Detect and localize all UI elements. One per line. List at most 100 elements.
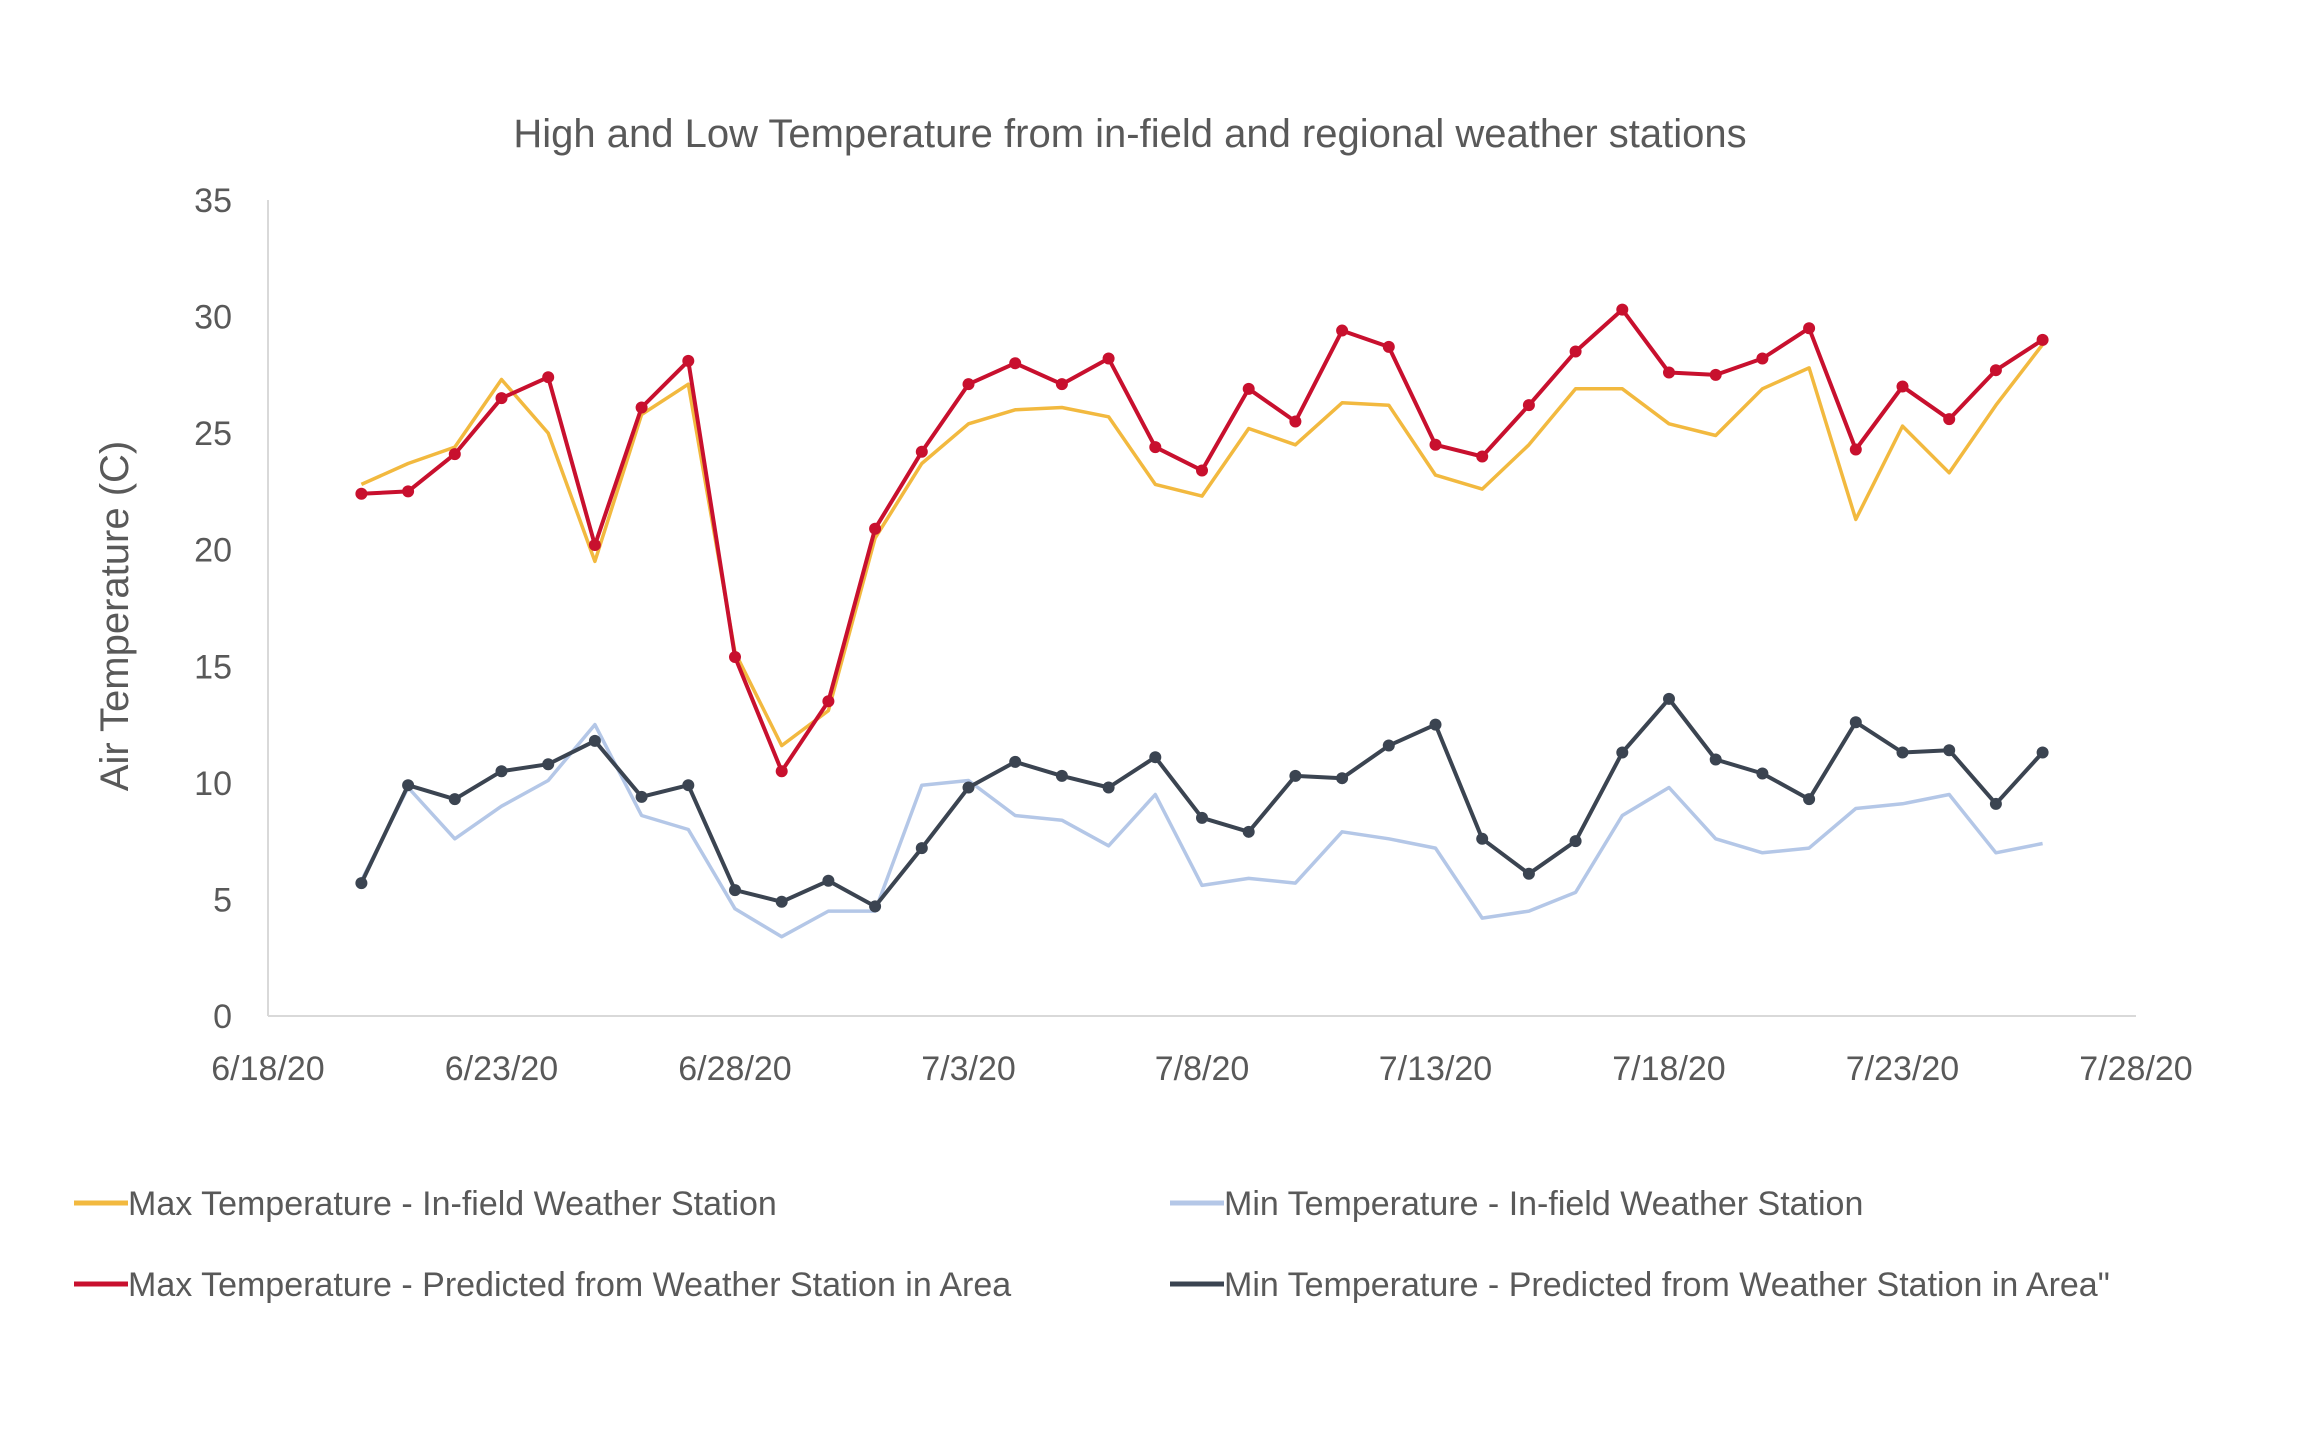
data-point xyxy=(402,485,415,498)
data-point xyxy=(448,793,461,806)
data-point xyxy=(2036,746,2049,759)
data-point xyxy=(1009,357,1022,370)
data-point xyxy=(869,900,882,913)
y-tick-labels: 0 5 10 15 20 25 30 35 xyxy=(194,182,232,1036)
data-point xyxy=(1242,825,1255,838)
data-point xyxy=(1709,368,1722,381)
data-point xyxy=(729,884,741,897)
data-point xyxy=(1756,767,1769,780)
legend: Max Temperature - In-field Weather Stati… xyxy=(74,1185,2110,1304)
data-point xyxy=(542,758,555,771)
data-point xyxy=(1569,835,1582,848)
data-point xyxy=(635,790,648,803)
x-tick-label: 6/28/20 xyxy=(678,1050,791,1088)
data-point xyxy=(542,371,555,384)
series-4 xyxy=(355,692,2049,913)
chart-title: High and Low Temperature from in-field a… xyxy=(513,112,1746,156)
data-point xyxy=(495,392,508,405)
series-line xyxy=(361,307,2044,774)
data-point xyxy=(1055,378,1068,391)
data-point xyxy=(1522,867,1535,880)
y-tick-label: 5 xyxy=(213,881,232,919)
y-tick-label: 10 xyxy=(194,765,232,803)
data-point xyxy=(2036,333,2049,346)
data-point xyxy=(1476,450,1489,463)
data-point xyxy=(1336,772,1349,785)
y-tick-label: 30 xyxy=(194,299,232,337)
series-line xyxy=(360,343,2044,748)
data-point xyxy=(915,842,928,855)
data-point xyxy=(962,781,975,794)
series-layer xyxy=(355,303,2049,939)
series-1 xyxy=(360,343,2044,748)
data-point xyxy=(1382,739,1395,752)
data-point xyxy=(1429,718,1442,731)
data-point xyxy=(1709,753,1722,766)
data-point xyxy=(682,779,695,792)
series-line xyxy=(359,696,2045,909)
data-point xyxy=(1569,345,1582,358)
data-point xyxy=(1149,441,1162,454)
data-point xyxy=(1616,746,1629,759)
data-point xyxy=(355,487,368,500)
x-tick-label: 7/13/20 xyxy=(1379,1050,1492,1088)
data-point xyxy=(1336,324,1349,337)
data-point xyxy=(1289,769,1302,782)
data-point xyxy=(869,522,882,535)
data-point xyxy=(1616,303,1629,316)
data-point xyxy=(1989,364,2002,377)
data-point xyxy=(1756,352,1769,365)
data-point xyxy=(775,895,788,908)
x-tick-label: 7/23/20 xyxy=(1846,1050,1959,1088)
data-point xyxy=(1943,413,1956,426)
data-point xyxy=(1149,751,1162,764)
data-point xyxy=(1803,793,1816,806)
data-point xyxy=(1896,746,1909,759)
data-point xyxy=(1849,443,1862,456)
data-point xyxy=(635,401,648,414)
data-point xyxy=(1009,755,1022,768)
x-tick-labels: 6/18/20 6/23/20 6/28/20 7/3/20 7/8/20 7/13/20… xyxy=(211,1050,2192,1088)
x-tick-label: 7/3/20 xyxy=(921,1050,1016,1088)
data-point xyxy=(1896,380,1909,393)
legend-item: Min Temperature - Predicted from Weather… xyxy=(1170,1266,2110,1304)
data-point xyxy=(822,695,835,708)
x-tick-label: 6/18/20 xyxy=(211,1050,324,1088)
data-point xyxy=(1943,744,1956,757)
legend-label: Min Temperature - Predicted from Weather… xyxy=(1224,1266,2110,1304)
data-point xyxy=(915,445,928,458)
x-tick-label: 7/18/20 xyxy=(1612,1050,1725,1088)
data-point xyxy=(1102,781,1115,794)
data-point xyxy=(1196,464,1208,477)
data-point xyxy=(1849,716,1862,729)
data-point xyxy=(1242,382,1255,395)
x-tick-label: 7/8/20 xyxy=(1155,1050,1250,1088)
data-point xyxy=(775,765,788,778)
data-point xyxy=(1429,438,1442,451)
data-point xyxy=(588,734,601,747)
series-3 xyxy=(359,722,2043,939)
data-point xyxy=(1663,366,1675,379)
data-point xyxy=(1989,797,2002,810)
y-axis-title: Air Temperature (C) xyxy=(93,441,137,791)
data-point xyxy=(495,765,508,778)
legend-label: Max Temperature - In-field Weather Stati… xyxy=(128,1185,777,1223)
legend-item: Min Temperature - In-field Weather Stati… xyxy=(1170,1185,1863,1223)
data-point xyxy=(1289,415,1302,428)
data-point xyxy=(1196,811,1208,824)
y-tick-label: 20 xyxy=(194,532,232,570)
data-point xyxy=(1102,352,1115,365)
data-point xyxy=(402,779,415,792)
legend-label: Max Temperature - Predicted from Weather… xyxy=(128,1266,1011,1304)
data-point xyxy=(1663,692,1675,705)
legend-item: Max Temperature - In-field Weather Stati… xyxy=(74,1185,777,1223)
data-point xyxy=(355,877,368,890)
data-point xyxy=(729,650,741,663)
data-point xyxy=(448,448,461,461)
data-point xyxy=(1055,769,1068,782)
y-tick-label: 25 xyxy=(194,415,232,453)
y-tick-label: 15 xyxy=(194,648,232,686)
data-point xyxy=(1522,399,1535,412)
data-point xyxy=(682,354,695,367)
